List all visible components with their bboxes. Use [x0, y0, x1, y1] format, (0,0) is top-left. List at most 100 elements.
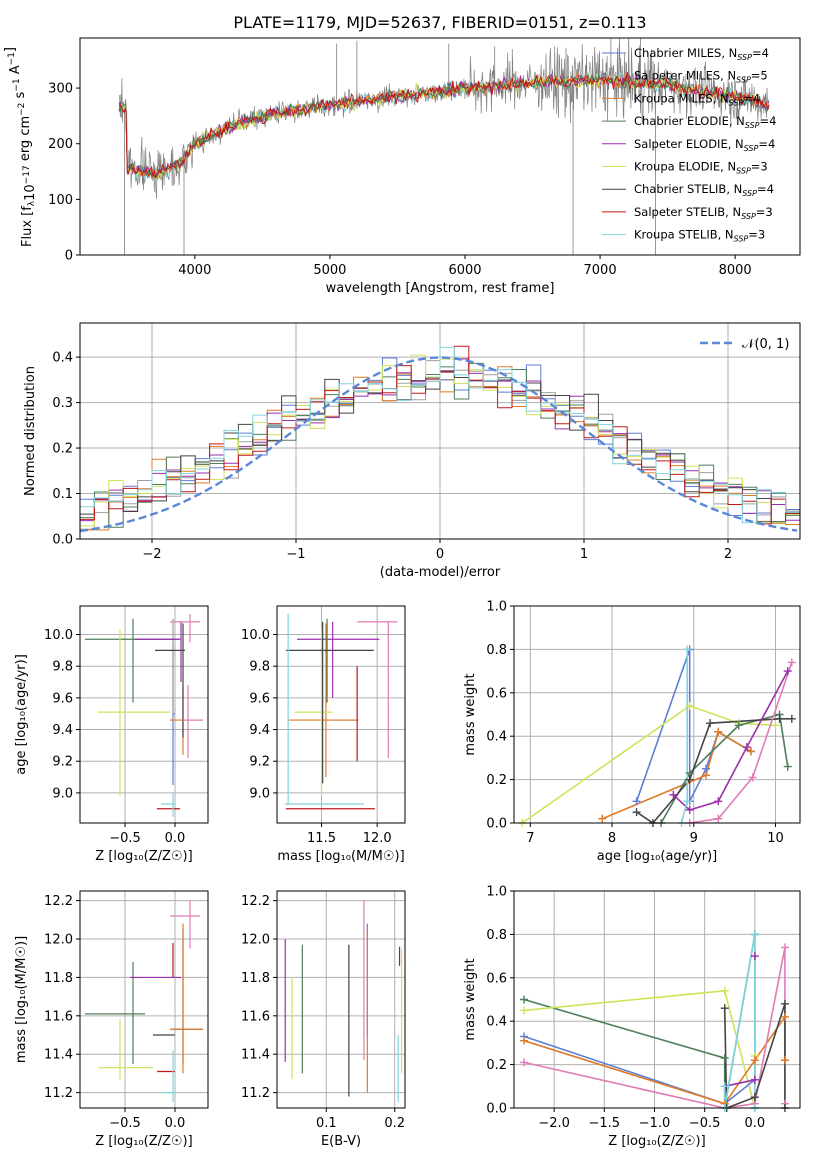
y-tick-label: 0.2 [52, 442, 73, 457]
y-tick-label: 9.8 [249, 660, 270, 675]
weight-series-line [521, 704, 776, 823]
x-axis-label: E(B-V) [321, 1134, 361, 1149]
weight-point-marker [685, 701, 694, 710]
normal-curve [80, 356, 798, 533]
weight-point-marker [783, 667, 792, 676]
axes-frame [79, 322, 801, 540]
plot-area [80, 345, 800, 533]
plot-area [284, 900, 403, 1103]
weight-point-marker [734, 721, 743, 730]
x-axis-label: mass [log₁₀(M/M☉)] [277, 849, 404, 864]
weight-point-marker [780, 943, 789, 952]
y-tick-label: 11.6 [241, 1009, 270, 1024]
plot-area [85, 900, 203, 1103]
x-tick-label: 0.1 [316, 1116, 337, 1131]
panel-age-vs-mass: 11.5 12.0 9.0 9.2 9.4 9.6 9.8 10.0 mass [log₁₀(M… [241, 605, 406, 864]
weight-point-marker [750, 952, 759, 961]
panel-mass-vs-Z: −0.5 0.0 11.2 11.4 11.6 11.8 12.0 12.2 Z [log₁₀(… [14, 890, 209, 1149]
weight-point-marker [783, 762, 792, 771]
weight-point-marker [771, 721, 780, 730]
y-tick-label: 11.4 [241, 1048, 270, 1063]
y-tick-label: 0.8 [486, 643, 507, 658]
y-tick-label: 0.0 [52, 533, 73, 548]
figure-title: PLATE=1179, MJD=52637, FIBERID=0151, z=0… [233, 13, 646, 32]
weight-point-marker [714, 814, 723, 823]
x-tick-label: −1.0 [639, 1116, 671, 1131]
x-tick-label: 12.0 [363, 831, 392, 846]
x-tick-label: −1 [286, 547, 305, 562]
x-tick-label: 6000 [448, 263, 481, 278]
legend-label: Salpeter MILES, NSSP=5 [634, 69, 768, 85]
x-tick-label: 5000 [313, 263, 346, 278]
x-tick-label: 1 [580, 547, 588, 562]
x-tick-label: 7000 [584, 263, 617, 278]
y-tick-label: 0.6 [486, 686, 507, 701]
weight-point-marker [746, 747, 755, 756]
weight-point-marker [742, 743, 751, 752]
y-tick-label: 9.8 [52, 660, 73, 675]
legend-label: Chabrier STELIB, NSSP=4 [634, 182, 774, 198]
y-tick-label: 0.4 [486, 1015, 507, 1030]
weight-point-marker [520, 995, 529, 1004]
weight-point-marker [632, 797, 641, 806]
panel-weight-vs-age: 7 8 9 10 0.0 0.2 0.4 0.6 0.8 1.0 age [log₁₀(age/yr… [463, 600, 801, 864]
weight-series-line [523, 989, 756, 1108]
weight-series-line [523, 934, 756, 1105]
x-tick-label: 0.0 [165, 831, 186, 846]
y-axis-label: mass weight [463, 958, 478, 1040]
y-tick-label: 11.4 [44, 1048, 73, 1063]
x-tick-label: −0.5 [689, 1116, 721, 1131]
x-tick-label: −2 [142, 547, 161, 562]
y-tick-label: 9.2 [249, 755, 270, 770]
weight-point-marker [787, 714, 796, 723]
panel-spectrum: 4000 5000 6000 7000 8000 0 100 200 300 wavelength… [3, 37, 801, 296]
weight-point-marker [685, 775, 694, 784]
legend-label: Chabrier MILES, NSSP=4 [634, 46, 769, 62]
weight-point-marker [720, 986, 729, 995]
y-tick-label: 11.2 [241, 1086, 270, 1101]
y-axis-label: age [log₁₀(age/yr)] [14, 654, 29, 775]
weight-point-marker [520, 1036, 529, 1045]
weight-point-marker [683, 797, 692, 806]
weight-point-marker [714, 727, 723, 736]
y-axis-label: mass [log₁₀(M/M☉)] [14, 936, 29, 1063]
plot-area [284, 613, 398, 810]
y-axis-label: Normed distribution [23, 366, 38, 496]
legend-label: Salpeter ELODIE, NSSP=4 [634, 137, 775, 153]
weight-point-marker [750, 1075, 759, 1084]
y-tick-label: 10.0 [241, 628, 270, 643]
weight-point-marker [787, 658, 796, 667]
y-tick-label: 12.2 [44, 894, 73, 909]
y-tick-label: 11.2 [44, 1086, 73, 1101]
weight-point-marker [750, 930, 759, 939]
weight-point-marker [669, 790, 678, 799]
y-tick-label: 0.1 [52, 487, 73, 502]
weight-point-marker [780, 1056, 789, 1065]
weight-series-line [601, 730, 752, 820]
histogram-series [80, 346, 800, 524]
y-tick-label: 9.2 [52, 755, 73, 770]
axes-frame [513, 890, 801, 1109]
x-tick-label: −0.5 [109, 1116, 141, 1131]
x-tick-label: 11.5 [307, 831, 336, 846]
y-tick-label: 9.4 [249, 723, 270, 738]
weight-point-marker [748, 773, 757, 782]
y-tick-label: 0 [65, 249, 73, 264]
x-tick-label: 0.0 [165, 1116, 186, 1131]
weight-point-marker [683, 645, 692, 654]
spectrum-model-line [118, 71, 770, 180]
axes-frame [79, 605, 209, 824]
x-axis-label: Z [log₁₀(Z/Z☉)] [608, 1134, 705, 1149]
x-axis-label: Z [log₁₀(Z/Z☉)] [95, 1134, 192, 1149]
y-tick-label: 0.0 [486, 817, 507, 832]
spectrum-model-line [118, 71, 770, 179]
legend-label: Salpeter STELIB, NSSP=3 [634, 205, 773, 221]
y-tick-label: 0.0 [486, 1102, 507, 1117]
panel-mass-vs-EBV: 0.1 0.2 11.2 11.4 11.6 11.8 12.0 12.2 E(B-V) [241, 890, 406, 1149]
x-tick-label: 0.2 [384, 1116, 405, 1131]
axes-frame [79, 890, 209, 1109]
y-tick-label: 0.8 [486, 928, 507, 943]
y-axis-label: Flux [fλ10−17 erg cm−2 s−1 A−1] [3, 47, 38, 247]
y-tick-label: 0.4 [486, 730, 507, 745]
